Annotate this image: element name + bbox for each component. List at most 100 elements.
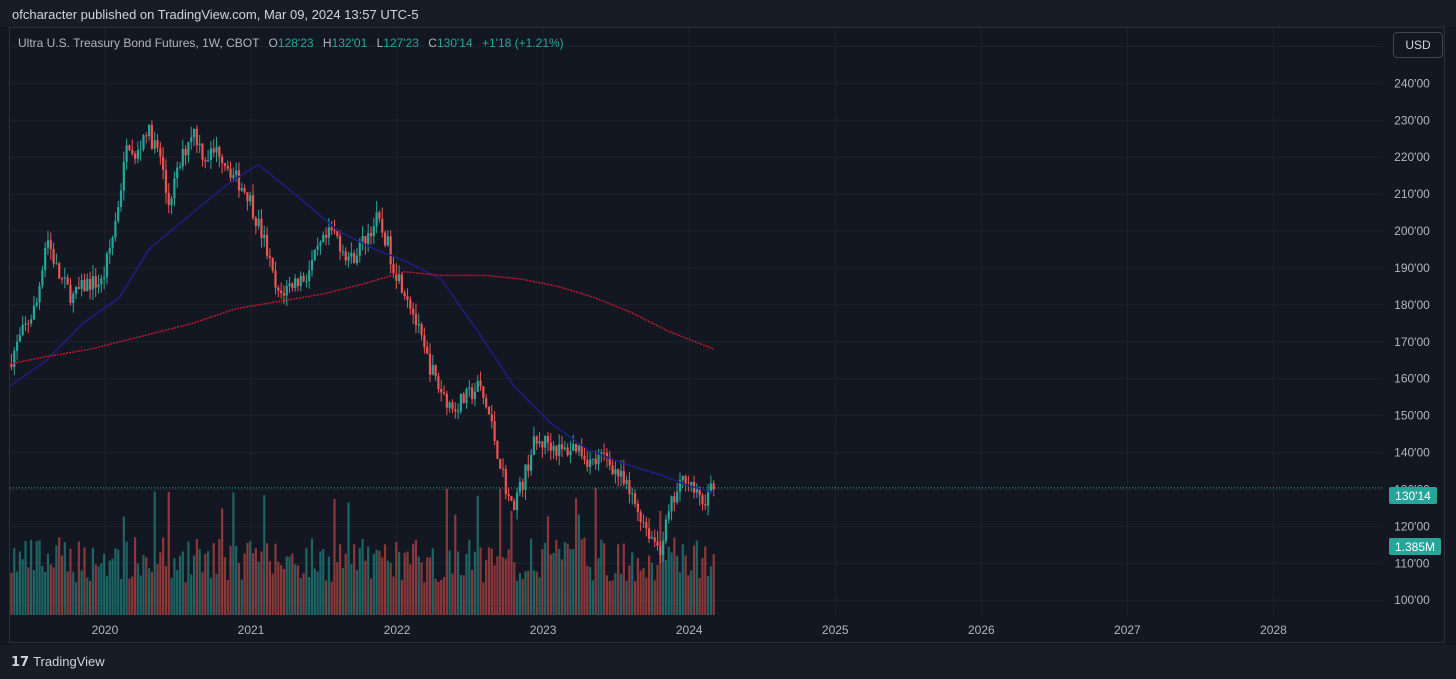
price-axis[interactable]: 250'00240'00230'00220'00210'00200'00190'… bbox=[1394, 39, 1430, 607]
price-candles bbox=[10, 120, 715, 564]
candle-body bbox=[569, 450, 572, 456]
candle-body bbox=[496, 441, 499, 459]
volume-bar bbox=[89, 580, 92, 615]
candle-body bbox=[52, 249, 55, 264]
candle-body bbox=[35, 302, 38, 306]
x-tick-label: 2024 bbox=[676, 623, 703, 637]
volume-bar bbox=[27, 567, 30, 615]
volume-label: 1.385M bbox=[1389, 538, 1441, 555]
candle-body bbox=[209, 148, 212, 161]
candle-body bbox=[563, 447, 566, 450]
candle-body bbox=[622, 470, 625, 484]
volume-bar bbox=[631, 552, 634, 615]
candle-body bbox=[676, 491, 679, 503]
chart-frame[interactable] bbox=[9, 27, 1445, 643]
candle-body bbox=[254, 217, 257, 226]
candle-body bbox=[285, 285, 288, 296]
volume-bar bbox=[302, 573, 305, 615]
volume-bar bbox=[178, 555, 182, 615]
candle-body bbox=[13, 350, 16, 367]
volume-bar bbox=[414, 539, 418, 615]
volume-bar bbox=[650, 562, 653, 615]
volume-bar bbox=[285, 556, 288, 615]
candle-body bbox=[704, 504, 707, 506]
candle-body bbox=[591, 458, 595, 460]
candle-body bbox=[316, 245, 319, 250]
volume-bar bbox=[428, 557, 432, 615]
candle-body bbox=[558, 444, 561, 456]
candle-body bbox=[361, 236, 364, 242]
brand-name: TradingView bbox=[33, 654, 105, 669]
y-tick-label: 220'00 bbox=[1394, 150, 1430, 164]
volume-bar bbox=[15, 571, 19, 615]
volume-bar bbox=[246, 542, 249, 615]
candle-body bbox=[538, 441, 541, 444]
volume-bar bbox=[535, 571, 538, 615]
candle-body bbox=[147, 124, 151, 137]
candle-body bbox=[195, 128, 198, 146]
volume-bar bbox=[299, 577, 302, 615]
volume-bar bbox=[125, 541, 128, 615]
volume-bar bbox=[173, 558, 176, 615]
candle-body bbox=[420, 323, 423, 336]
volume-bar bbox=[504, 558, 507, 615]
candle-body bbox=[414, 314, 418, 326]
time-axis[interactable]: 2020 2021 2022 2023 2024 2025 2026 2027 2028 bbox=[92, 623, 1288, 637]
volume-bar bbox=[221, 508, 224, 615]
volume-bar bbox=[170, 577, 173, 615]
volume-bar bbox=[532, 570, 536, 615]
volume-bar bbox=[479, 547, 482, 615]
candle-body bbox=[30, 319, 33, 324]
volume-bar bbox=[409, 564, 412, 615]
volume-bar bbox=[237, 562, 241, 615]
volume-bar bbox=[350, 564, 353, 615]
volume-bar bbox=[142, 555, 145, 615]
candle-body bbox=[44, 247, 47, 271]
volume-bar bbox=[282, 568, 286, 615]
candle-body bbox=[451, 402, 454, 410]
volume-bar bbox=[530, 538, 533, 615]
candle-body bbox=[350, 253, 353, 257]
volume-bar bbox=[676, 555, 679, 615]
candle-body bbox=[103, 277, 106, 279]
candle-body bbox=[299, 275, 302, 287]
candle-body bbox=[515, 492, 519, 511]
candle-body bbox=[176, 167, 179, 179]
candle-body bbox=[355, 255, 359, 264]
volume-bar bbox=[294, 564, 297, 615]
volume-bar bbox=[249, 541, 252, 615]
symbol-legend[interactable]: Ultra U.S. Treasury Bond Futures, 1W, CB… bbox=[18, 36, 564, 50]
currency-button[interactable]: USD bbox=[1393, 32, 1443, 58]
volume-bar bbox=[52, 567, 55, 615]
volume-bar bbox=[706, 576, 710, 615]
tradingview-logo[interactable]: 17 TradingView bbox=[11, 654, 105, 670]
volume-bar bbox=[195, 539, 198, 615]
candle-body bbox=[156, 140, 159, 149]
volume-bar bbox=[636, 558, 639, 615]
y-tick-label: 110'00 bbox=[1395, 556, 1430, 570]
candle-body bbox=[499, 458, 502, 469]
volume-bar bbox=[280, 565, 283, 615]
volume-bar bbox=[574, 498, 578, 615]
volume-bar bbox=[94, 564, 97, 615]
volume-bar bbox=[339, 544, 342, 615]
volume-bar bbox=[139, 575, 142, 615]
candle-body bbox=[235, 170, 238, 176]
volume-bar bbox=[324, 580, 328, 615]
volume-bar bbox=[274, 543, 277, 615]
candle-body bbox=[125, 145, 128, 162]
volume-bar bbox=[608, 580, 611, 615]
volume-bar bbox=[344, 553, 347, 615]
volume-bar bbox=[77, 541, 80, 615]
candle-body bbox=[322, 234, 325, 243]
volume-bar bbox=[633, 581, 637, 615]
candle-body bbox=[240, 188, 243, 191]
volume-bar bbox=[147, 568, 151, 615]
candle-body bbox=[288, 283, 291, 286]
volume-bar bbox=[524, 571, 527, 615]
candle-body bbox=[358, 241, 361, 256]
candle-body bbox=[246, 192, 249, 202]
candle-body bbox=[24, 323, 27, 325]
candle-body bbox=[642, 522, 645, 524]
